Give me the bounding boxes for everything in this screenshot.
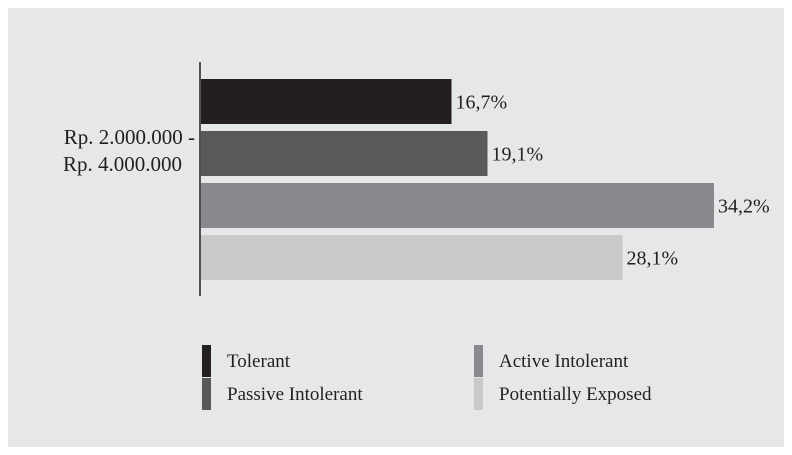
category-label-line-1: Rp. 2.000.000 - (64, 125, 195, 149)
legend-swatch-active-intolerant (474, 345, 483, 377)
legend-swatch-passive-intolerant (202, 378, 211, 410)
legend-label-tolerant: Tolerant (227, 351, 291, 372)
legend-label-passive-intolerant: Passive Intolerant (227, 384, 363, 405)
legend-label-potentially-exposed: Potentially Exposed (499, 384, 652, 405)
legend-label-active-intolerant: Active Intolerant (499, 351, 629, 372)
legend: Tolerant Passive Intolerant Active Intoler… (202, 345, 652, 410)
legend-swatch-potentially-exposed (474, 378, 483, 410)
bars-group: 16,7% 19,1% 34,2% 28,1% (201, 79, 770, 280)
category-label-line-2: Rp. 4.000.000 (63, 152, 182, 176)
legend-swatch-tolerant (202, 345, 211, 377)
bar-active-intolerant (201, 183, 714, 228)
bar-potentially-exposed (201, 235, 623, 280)
bar-tolerant (201, 79, 452, 124)
value-label-tolerant: 16,7% (456, 92, 508, 114)
value-label-passive-intolerant: 19,1% (492, 144, 544, 166)
value-label-potentially-exposed: 28,1% (627, 248, 679, 270)
value-label-active-intolerant: 34,2% (718, 196, 770, 218)
bar-passive-intolerant (201, 131, 488, 176)
